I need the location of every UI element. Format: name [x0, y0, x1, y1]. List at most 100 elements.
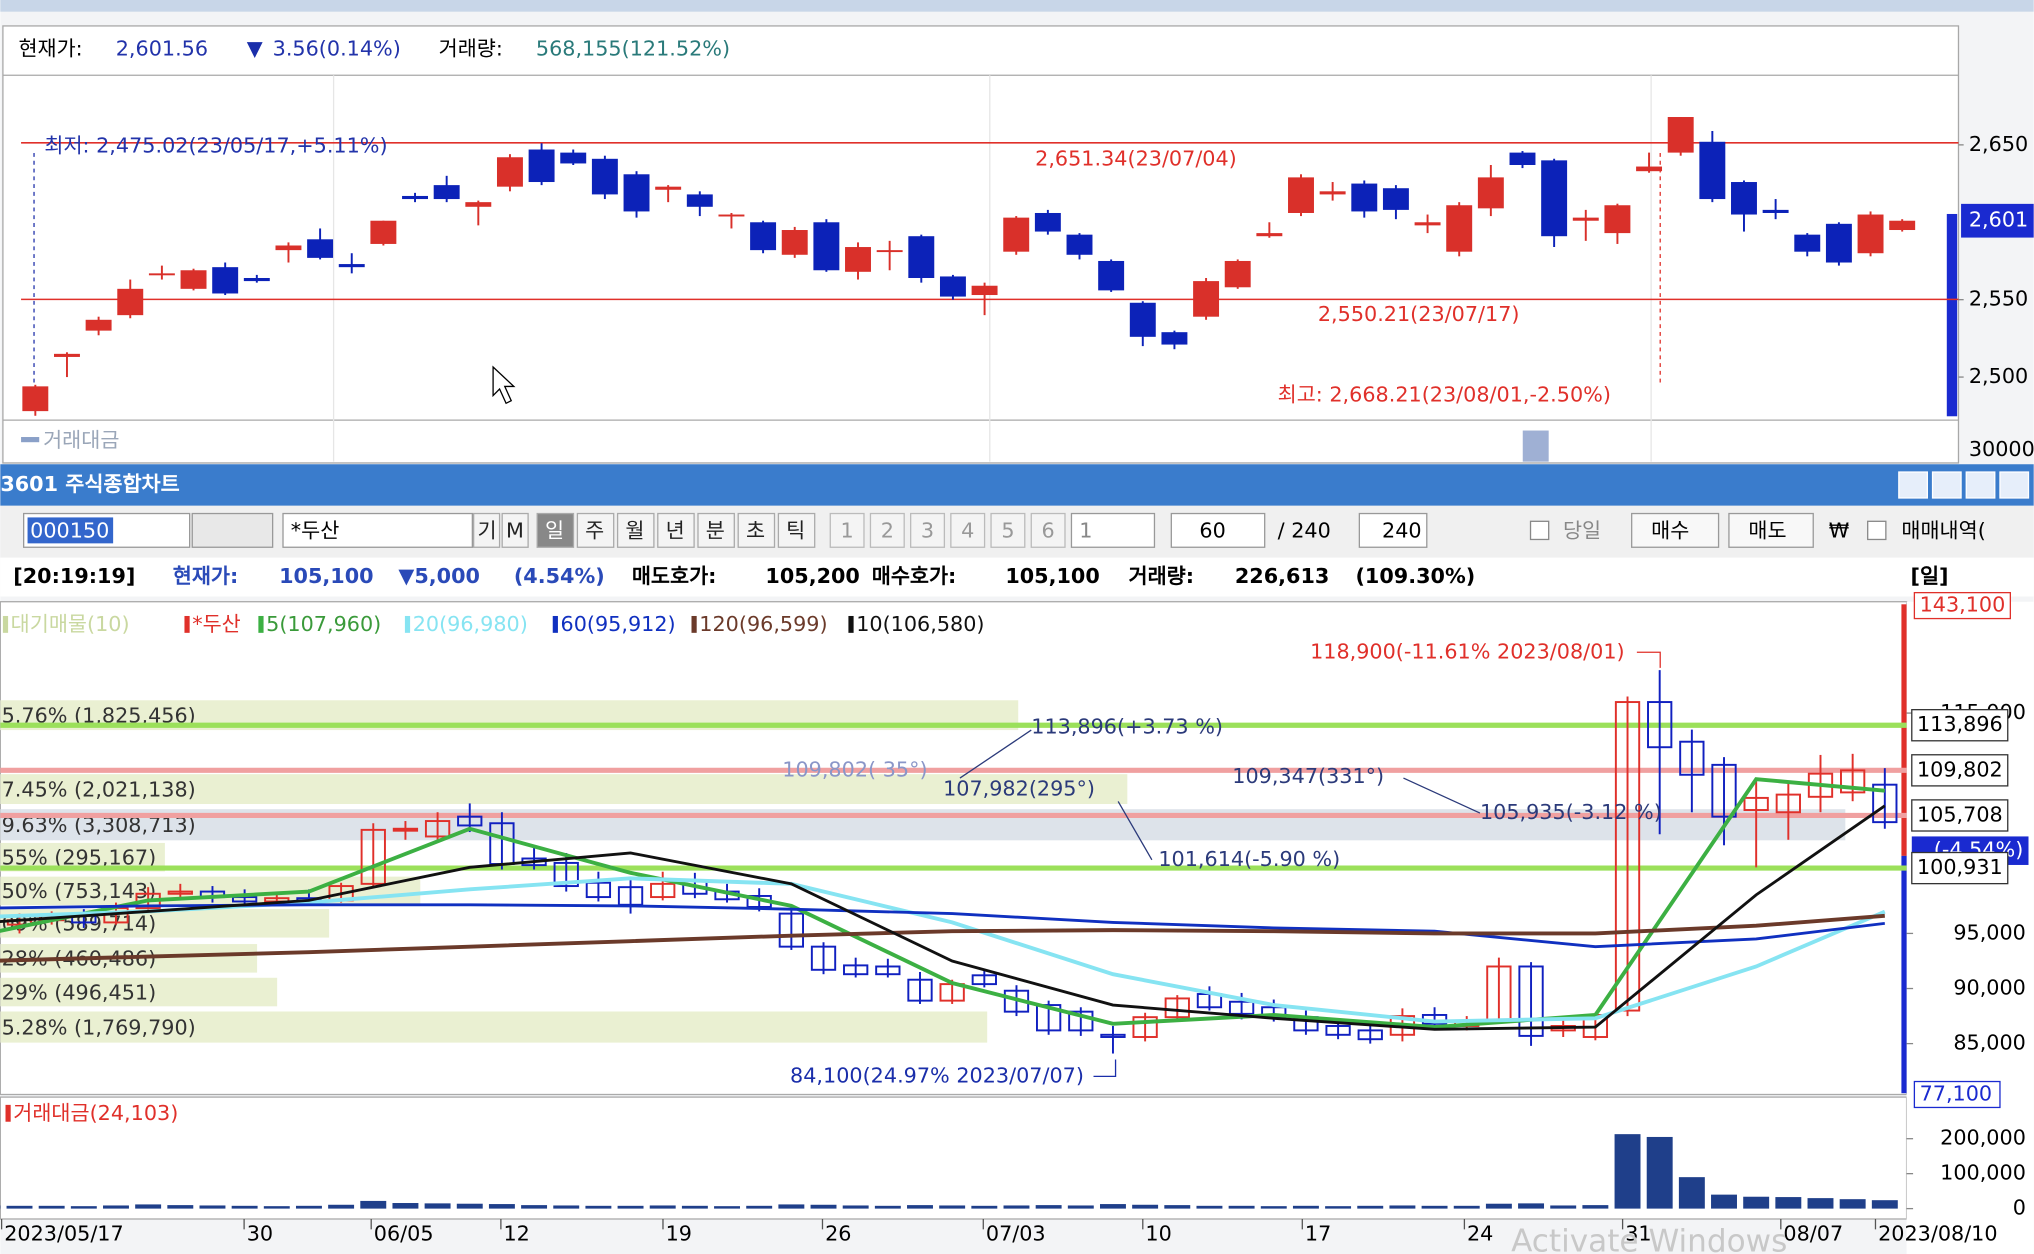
volume-bar	[38, 1205, 65, 1209]
volume-bar	[392, 1203, 419, 1209]
candle-body	[424, 820, 451, 838]
volume-bar	[1003, 1205, 1030, 1209]
period-label[interactable]: 일	[545, 519, 564, 543]
time: [20:19:19]	[13, 564, 135, 588]
candle-body	[1228, 1000, 1255, 1015]
combo[interactable]	[1070, 512, 1156, 548]
number-label[interactable]: 4	[961, 519, 974, 543]
count-box[interactable]	[1170, 512, 1266, 548]
legend-swatch	[404, 615, 411, 633]
number-button[interactable]	[990, 512, 1026, 548]
x-tick-label: 19	[666, 1222, 692, 1246]
volume-bar	[939, 1205, 966, 1209]
number-label[interactable]: 3	[921, 519, 934, 543]
candle-body	[623, 174, 650, 212]
candle-body	[845, 247, 871, 272]
stock-name[interactable]: *두산	[291, 519, 340, 543]
candle-body	[560, 152, 587, 164]
profile-bar	[0, 774, 1128, 805]
period-button[interactable]	[657, 512, 695, 548]
period-button[interactable]	[501, 512, 529, 548]
number-button[interactable]	[829, 512, 865, 548]
volume-bar	[649, 1205, 676, 1209]
x-tick-label: 24	[1467, 1222, 1493, 1246]
number-label[interactable]: 6	[1042, 519, 1055, 543]
down-range-bar	[1901, 855, 1907, 1094]
number-button[interactable]	[910, 512, 946, 548]
candle-body	[1003, 217, 1030, 252]
window-controls[interactable]	[1898, 471, 2030, 499]
x-tick-label: 08/07	[1783, 1222, 1843, 1246]
number-button[interactable]	[950, 512, 986, 548]
period-label[interactable]: M	[506, 519, 524, 543]
combo-value[interactable]: 1	[1079, 519, 1092, 543]
candle-body	[1541, 160, 1568, 237]
total[interactable]: 240	[1382, 519, 1422, 543]
volume-bar	[1260, 1206, 1287, 1209]
level-box	[1911, 754, 2009, 787]
x-tick-label: 17	[1305, 1222, 1331, 1246]
period-button[interactable]	[472, 512, 501, 548]
candle-body	[1825, 223, 1852, 263]
period-button[interactable]	[737, 512, 776, 548]
period-label[interactable]: 주	[585, 519, 604, 543]
count[interactable]: 60	[1199, 519, 1225, 543]
candle-body	[243, 277, 270, 282]
bid: 105,100	[1005, 564, 1099, 588]
today[interactable]: 당일	[1563, 519, 1601, 543]
info-bar	[0, 557, 2034, 597]
candle-body	[1679, 740, 1705, 776]
period-label[interactable]: 분	[706, 519, 725, 543]
window-title: 3601 주식종합차트	[0, 472, 179, 496]
period-label[interactable]: 월	[625, 519, 644, 543]
period-label[interactable]: 년	[666, 519, 685, 543]
period-label[interactable]: 틱	[786, 519, 805, 543]
won[interactable]: ₩	[1829, 519, 1850, 543]
top-strip	[0, 0, 2034, 12]
candle-body	[1034, 212, 1061, 232]
period-button[interactable]	[616, 512, 655, 548]
volume-bar	[135, 1204, 162, 1209]
volume-bar	[1550, 1205, 1577, 1209]
trades[interactable]: 매매내역(	[1901, 519, 1985, 543]
profile-bar	[0, 977, 278, 1007]
period-button[interactable]	[576, 512, 615, 548]
annotation: 84,100(24.97% 2023/07/07)	[790, 1063, 1084, 1087]
period-label[interactable]: 초	[746, 519, 765, 543]
volume-bar	[1743, 1196, 1770, 1209]
today-check[interactable]	[1529, 520, 1550, 541]
volume-bar	[1035, 1205, 1062, 1209]
volume-bar	[231, 1205, 258, 1209]
number-label[interactable]: 2	[881, 519, 894, 543]
number-button[interactable]	[869, 512, 905, 548]
number-label[interactable]: 1	[841, 519, 854, 543]
code-buttons[interactable]	[191, 512, 274, 548]
candle-body	[212, 267, 239, 294]
number-button[interactable]	[1030, 512, 1066, 548]
candle-body	[392, 827, 419, 832]
buy-button[interactable]	[1631, 512, 1720, 548]
candle-body	[813, 222, 840, 271]
annotation: 109,347(331°)	[1232, 764, 1384, 788]
number-label[interactable]: 5	[1001, 519, 1014, 543]
period-button[interactable]	[777, 512, 816, 548]
buy[interactable]: 매수	[1651, 519, 1689, 543]
trades-check[interactable]	[1867, 520, 1887, 541]
profile-label: 29% (496,451)	[2, 980, 157, 1004]
period-label[interactable]: 기	[478, 519, 497, 543]
sell[interactable]: 매도	[1748, 519, 1786, 543]
candle-body	[655, 186, 682, 190]
top-panel	[2, 25, 1960, 464]
period-button[interactable]	[536, 512, 575, 548]
total-box[interactable]	[1358, 512, 1428, 548]
candle-body	[1518, 965, 1544, 1037]
y-tick-label: 85,000	[1953, 1031, 2026, 1055]
code[interactable]: 000150	[30, 519, 109, 543]
period-button[interactable]	[697, 512, 735, 548]
watermark: Activate Windows	[1511, 1223, 1787, 1254]
name-box[interactable]	[282, 512, 473, 548]
sell-button[interactable]	[1728, 512, 1814, 548]
annotation: 2,550.21(23/07/17)	[1318, 302, 1520, 326]
x-tick-label: 30	[247, 1222, 273, 1246]
